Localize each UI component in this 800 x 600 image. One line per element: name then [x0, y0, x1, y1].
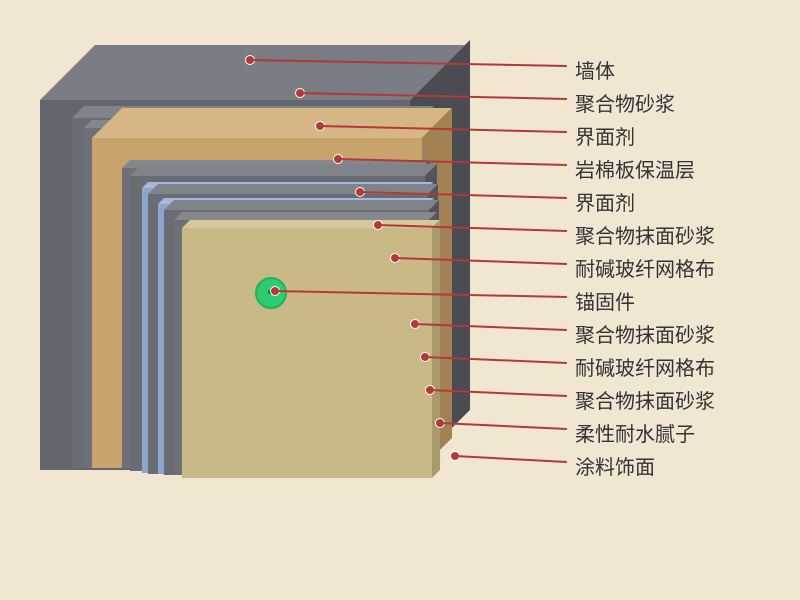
- label-rockwool: 岩棉板保温层: [575, 154, 695, 183]
- label-polymer1: 聚合物砂浆: [575, 88, 675, 117]
- label-anchor: 锚固件: [575, 286, 635, 315]
- label-polymer2: 聚合物抹面砂浆: [575, 220, 715, 249]
- label-wall: 墙体: [575, 55, 615, 84]
- label-coating: 涂料饰面: [575, 451, 655, 480]
- label-interface2: 界面剂: [575, 187, 635, 216]
- label-mesh1: 耐碱玻纤网格布: [575, 253, 715, 282]
- label-putty: 柔性耐水腻子: [575, 418, 695, 447]
- label-polymer3: 聚合物抹面砂浆: [575, 319, 715, 348]
- wall-insulation-diagram: 墙体聚合物砂浆界面剂岩棉板保温层界面剂聚合物抹面砂浆耐碱玻纤网格布锚固件聚合物抹…: [0, 0, 800, 600]
- label-mesh2: 耐碱玻纤网格布: [575, 352, 715, 381]
- label-polymer4: 聚合物抹面砂浆: [575, 385, 715, 414]
- label-interface1: 界面剂: [575, 121, 635, 150]
- leader-line-putty: [440, 422, 567, 430]
- leader-line-coating: [455, 455, 567, 463]
